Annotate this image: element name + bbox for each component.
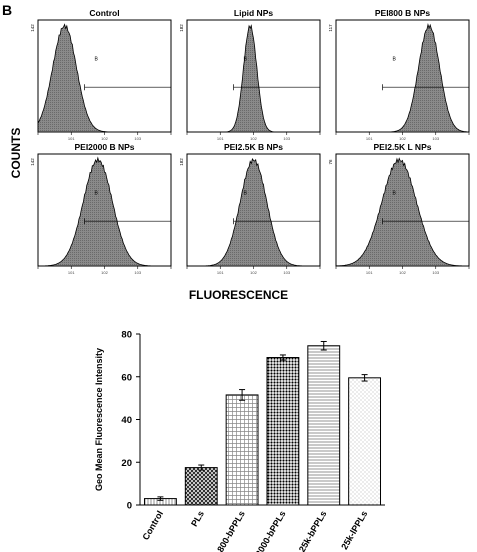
bar-y-tick-label: 80 bbox=[121, 330, 132, 341]
flow-x-tick-label: 103 bbox=[432, 270, 439, 275]
panel-letter: B bbox=[2, 2, 13, 18]
flow-x-tick-label: 102 bbox=[250, 136, 257, 141]
flow-panel-title: PEI800 B NPs bbox=[375, 8, 431, 18]
bar-category-label: 25k-lPPLs bbox=[339, 509, 369, 551]
flow-gate-label: B bbox=[244, 190, 248, 196]
flow-gate-label: B bbox=[244, 56, 248, 62]
bar-category-label: PLs bbox=[189, 509, 206, 528]
flow-x-tick-label: 103 bbox=[283, 136, 290, 141]
flow-gate-label: B bbox=[393, 56, 397, 62]
bar-y-tick-label: 20 bbox=[121, 458, 132, 469]
flow-x-tick-label: 102 bbox=[399, 270, 406, 275]
flow-x-tick-label: 103 bbox=[432, 136, 439, 141]
flow-x-tick-label: 101 bbox=[68, 136, 75, 141]
bar bbox=[348, 377, 382, 506]
x-axis-label-fluorescence: FLUORESCENCE bbox=[188, 288, 289, 302]
bar bbox=[184, 467, 218, 506]
flow-x-tick-label: 102 bbox=[250, 270, 257, 275]
flow-histogram-curve bbox=[336, 23, 470, 133]
flow-histogram-curve bbox=[37, 23, 171, 133]
flow-panel-ymax: 117 bbox=[328, 24, 333, 32]
flow-gate-label: B bbox=[95, 56, 99, 62]
flow-panel: PEI2.5K B NPs 182 101 102 103 B bbox=[179, 142, 321, 275]
flow-histogram-curve bbox=[335, 157, 470, 267]
bar-category-label: 800-bPPLs bbox=[215, 509, 247, 552]
flow-panel: Lipid NPs 182 101 102 103 B bbox=[179, 8, 321, 141]
flow-x-tick-label: 101 bbox=[366, 136, 373, 141]
flow-x-tick-label: 101 bbox=[217, 136, 224, 141]
flow-panel-title: PEI2000 B NPs bbox=[74, 142, 134, 152]
flow-panel-ymax: 142 bbox=[30, 158, 35, 166]
flow-panel: PEI2000 B NPs 142 101 102 103 B bbox=[30, 142, 172, 275]
bar bbox=[307, 345, 341, 506]
bar-y-axis-label: Geo Mean Fluorescence Intensity bbox=[94, 348, 104, 491]
flow-x-tick-label: 103 bbox=[283, 270, 290, 275]
bar-category-label: 25k-bPPLs bbox=[297, 509, 329, 552]
flow-panel-title: PEI2.5K B NPs bbox=[224, 142, 283, 152]
flow-panel-ymax: 142 bbox=[30, 24, 35, 32]
flow-histogram-curve bbox=[187, 24, 320, 133]
bar-y-tick-label: 40 bbox=[121, 415, 132, 426]
flow-x-tick-label: 102 bbox=[101, 270, 108, 275]
flow-x-tick-label: 101 bbox=[68, 270, 75, 275]
flow-histogram-curve bbox=[187, 157, 320, 267]
flow-x-tick-label: 103 bbox=[134, 136, 141, 141]
flow-panel: PEI2.5K L NPs 76 101 102 103 B bbox=[328, 142, 470, 275]
flow-x-tick-label: 102 bbox=[399, 136, 406, 141]
flow-x-tick-label: 101 bbox=[217, 270, 224, 275]
flow-panel-title: Control bbox=[89, 8, 119, 18]
bar bbox=[225, 394, 259, 506]
bar bbox=[266, 357, 300, 506]
flow-x-tick-label: 102 bbox=[101, 136, 108, 141]
flow-gate-label: B bbox=[95, 190, 99, 196]
bar-y-tick-label: 0 bbox=[127, 501, 132, 512]
flow-x-tick-label: 103 bbox=[134, 270, 141, 275]
flow-panel-ymax: 182 bbox=[179, 24, 184, 32]
bar-y-tick-label: 60 bbox=[121, 372, 132, 383]
bar-category-label: 2000-bPPLs bbox=[253, 509, 287, 552]
flow-x-tick-label: 101 bbox=[366, 270, 373, 275]
bar-category-label: Control bbox=[140, 509, 165, 542]
flow-panel: Control 142 101 102 103 B bbox=[30, 8, 172, 141]
geo-mean-bar-chart: 0 20 40 60 80 Geo Mean Fluorescence Intensity… bbox=[94, 330, 385, 552]
flow-gate-label: B bbox=[393, 190, 397, 196]
flow-panel-ymax: 76 bbox=[328, 159, 333, 165]
flow-panel-title: Lipid NPs bbox=[234, 8, 273, 18]
flow-panel-title: PEI2.5K L NPs bbox=[374, 142, 432, 152]
flow-histogram-curve bbox=[37, 156, 171, 267]
flow-histogram-grid: Control 142 101 102 103 B Lipid NPs 182 101 102 10… bbox=[30, 8, 470, 275]
flow-panel-ymax: 182 bbox=[179, 158, 184, 166]
flow-panel: PEI800 B NPs 117 101 102 103 B bbox=[328, 8, 470, 141]
